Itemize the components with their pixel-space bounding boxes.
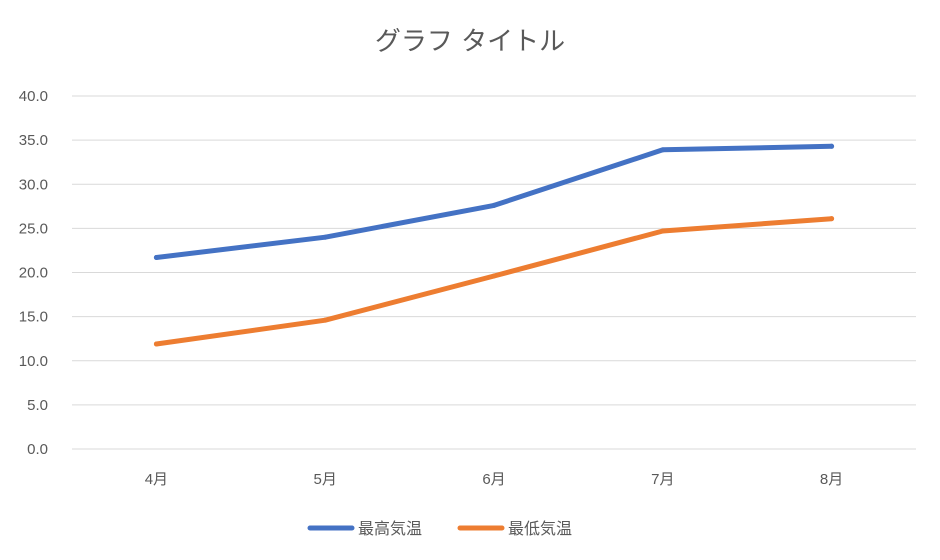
y-tick-label: 0.0 (27, 441, 48, 458)
legend-item: 最低気温 (457, 519, 572, 538)
data-point (829, 143, 835, 149)
x-tick-label: 4月 (145, 471, 168, 488)
data-point (491, 202, 497, 208)
x-tick-label: 8月 (820, 471, 843, 488)
y-tick-label: 35.0 (19, 132, 48, 149)
legend-label: 最低気温 (508, 519, 572, 538)
y-tick-label: 5.0 (27, 397, 48, 414)
series-line-2 (153, 216, 835, 347)
x-tick-label: 5月 (314, 471, 337, 488)
y-tick-label: 20.0 (19, 265, 48, 282)
data-point (491, 273, 497, 279)
data-point (153, 254, 159, 260)
chart-title: グラフ タイトル (375, 27, 565, 57)
y-tick-label: 15.0 (19, 309, 48, 326)
data-point (829, 216, 835, 222)
series-line-1 (153, 143, 835, 260)
data-point (322, 317, 328, 323)
data-point (660, 147, 666, 153)
data-point (153, 341, 159, 347)
gridlines (72, 95, 916, 450)
y-axis-tick-labels: 0.0 5.0 10.0 15.0 20.0 25.0 30.0 35.0 40.0 (19, 88, 48, 458)
data-point (660, 228, 666, 234)
x-tick-label: 7月 (651, 471, 674, 488)
x-tick-label: 6月 (482, 471, 505, 488)
series-lines (153, 143, 835, 347)
data-point (322, 234, 328, 240)
y-tick-label: 40.0 (19, 88, 48, 105)
y-tick-label: 25.0 (19, 220, 48, 237)
legend: 最高気温 最低気温 (307, 519, 572, 538)
y-tick-label: 10.0 (19, 353, 48, 370)
y-tick-label: 30.0 (19, 176, 48, 193)
legend-label: 最高気温 (358, 519, 422, 538)
legend-item: 最高気温 (307, 519, 422, 538)
x-axis-tick-labels: 4月 5月 6月 7月 8月 (145, 471, 844, 488)
